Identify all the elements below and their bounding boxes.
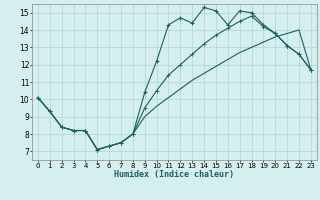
- X-axis label: Humidex (Indice chaleur): Humidex (Indice chaleur): [115, 170, 234, 179]
